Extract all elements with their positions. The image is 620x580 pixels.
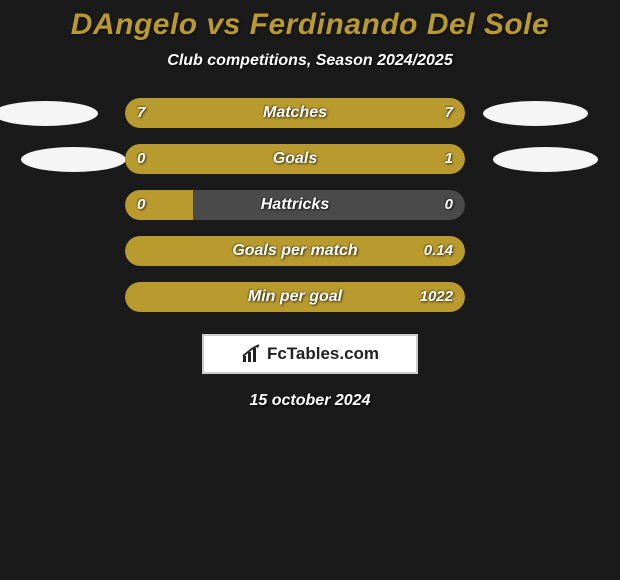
chart-icon <box>241 344 263 364</box>
stat-row: 01Goals <box>0 144 620 174</box>
player-right-ellipse <box>483 101 588 126</box>
stat-bar: 0.14Goals per match <box>125 236 465 266</box>
player-left-ellipse <box>21 147 126 172</box>
stat-bar: 01Goals <box>125 144 465 174</box>
stat-bar: 77Matches <box>125 98 465 128</box>
player-left-slot <box>0 190 110 220</box>
player-right-ellipse <box>493 147 598 172</box>
stat-label: Min per goal <box>125 282 465 312</box>
stat-row: 0.14Goals per match <box>0 236 620 266</box>
player-right-slot <box>480 98 590 128</box>
stat-label: Hattricks <box>125 190 465 220</box>
stat-row: 77Matches <box>0 98 620 128</box>
comparison-infographic: DAngelo vs Ferdinando Del Sole Club comp… <box>0 0 620 410</box>
stat-label: Goals per match <box>125 236 465 266</box>
stat-row: 00Hattricks <box>0 190 620 220</box>
player-left-slot <box>0 144 110 174</box>
footer-brand-text: FcTables.com <box>267 344 379 364</box>
stat-label: Matches <box>125 98 465 128</box>
stat-label: Goals <box>125 144 465 174</box>
player-right-slot <box>480 236 590 266</box>
stat-row: 1022Min per goal <box>0 282 620 312</box>
player-left-slot <box>0 98 110 128</box>
stat-bar: 1022Min per goal <box>125 282 465 312</box>
subtitle: Club competitions, Season 2024/2025 <box>0 52 620 70</box>
player-right-slot <box>480 282 590 312</box>
player-left-ellipse <box>0 101 98 126</box>
title: DAngelo vs Ferdinando Del Sole <box>0 8 620 42</box>
player-right-slot <box>480 144 590 174</box>
player-right-slot <box>480 190 590 220</box>
player-left-slot <box>0 236 110 266</box>
footer-brand-badge: FcTables.com <box>202 334 418 374</box>
stat-bar: 00Hattricks <box>125 190 465 220</box>
player-left-slot <box>0 282 110 312</box>
stat-rows: 77Matches 01Goals 00Hattricks 0.14Goals per… <box>0 98 620 312</box>
date-text: 15 october 2024 <box>0 392 620 410</box>
